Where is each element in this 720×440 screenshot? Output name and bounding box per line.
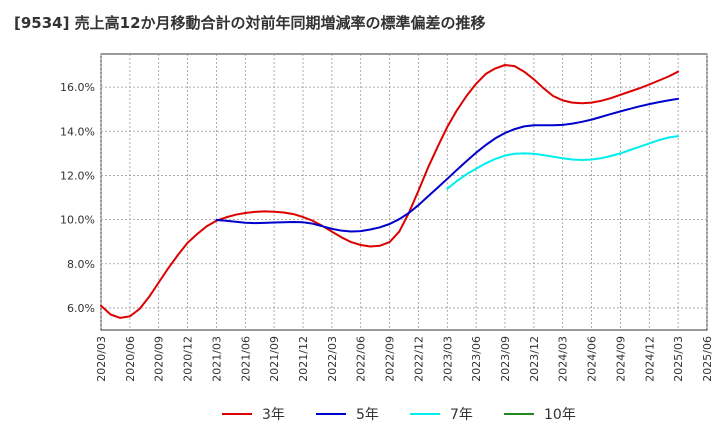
legend-label: 3年 — [262, 407, 285, 423]
x-tick-label: 2020/12 — [182, 336, 195, 382]
chart-title: [9534] 売上高12か月移動合計の対前年同期増減率の標準偏差の推移 — [14, 14, 486, 32]
legend-label: 10年 — [544, 407, 576, 423]
x-tick-label: 2024/06 — [586, 336, 599, 382]
x-tick-label: 2022/06 — [355, 336, 368, 382]
x-tick-label: 2020/06 — [124, 336, 137, 382]
x-tick-label: 2021/12 — [297, 336, 310, 382]
legend-label: 5年 — [356, 407, 379, 423]
series-line — [446, 135, 680, 190]
x-tick-label: 2024/09 — [614, 336, 627, 382]
x-tick-label: 2022/09 — [384, 336, 397, 382]
y-tick-label: 8.0% — [67, 258, 95, 271]
x-tick-label: 2023/12 — [528, 336, 541, 382]
y-tick-label: 14.0% — [60, 125, 95, 138]
y-tick-label: 6.0% — [67, 302, 95, 315]
y-tick-label: 12.0% — [60, 169, 95, 182]
x-tick-label: 2023/03 — [441, 336, 454, 382]
x-tick-label: 2020/09 — [153, 336, 166, 382]
x-tick-label: 2025/06 — [701, 336, 714, 382]
series-line — [100, 64, 680, 319]
legend: 3年 5年 7年 10年 — [222, 407, 576, 423]
x-tick-label: 2020/03 — [95, 336, 108, 382]
x-axis-ticks: 2020/03 2020/06 2020/09 2020/12 2021/03 2021/… — [95, 336, 714, 382]
y-axis-ticks: 6.0% 8.0% 10.0% 12.0% 14.0% 16.0% — [60, 81, 95, 315]
grid — [100, 54, 708, 330]
x-tick-label: 2021/03 — [210, 336, 223, 382]
y-tick-label: 16.0% — [60, 81, 95, 94]
x-tick-label: 2023/09 — [499, 336, 512, 382]
series-line — [215, 97, 680, 233]
x-tick-label: 2022/12 — [412, 336, 425, 382]
series-lines — [100, 64, 680, 319]
x-tick-label: 2022/03 — [326, 336, 339, 382]
y-tick-label: 10.0% — [60, 214, 95, 227]
x-tick-label: 2021/09 — [268, 336, 281, 382]
x-tick-label: 2024/03 — [557, 336, 570, 382]
x-tick-label: 2025/03 — [672, 336, 685, 382]
x-tick-label: 2024/12 — [643, 336, 656, 382]
x-tick-label: 2023/06 — [470, 336, 483, 382]
x-tick-label: 2021/06 — [239, 336, 252, 382]
legend-label: 7年 — [450, 407, 473, 423]
